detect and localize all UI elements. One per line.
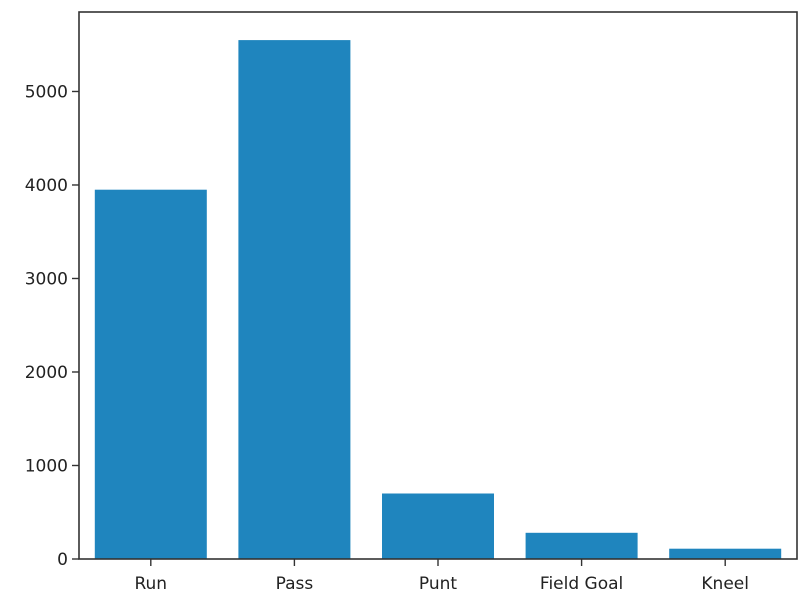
bar-run	[94, 189, 207, 559]
bars-group	[94, 40, 782, 560]
y-tick-label: 4000	[25, 176, 68, 196]
x-tick-label: Pass	[276, 574, 314, 594]
y-tick-label: 3000	[25, 269, 68, 289]
x-tick-label: Punt	[419, 574, 458, 594]
x-tick-label: Kneel	[701, 574, 749, 594]
x-tick-label: Field Goal	[540, 574, 623, 594]
y-tick-label: 2000	[25, 363, 68, 383]
x-tick-label: Run	[134, 574, 167, 594]
plot-frame	[78, 11, 798, 560]
y-tick-label: 1000	[25, 456, 68, 476]
bar-field-goal	[525, 532, 638, 559]
bar-pass	[238, 40, 351, 560]
bar-punt	[382, 493, 494, 559]
y-axis: 0 1000 2000 3000 4000 5000	[25, 82, 79, 570]
y-tick-label: 0	[57, 550, 68, 570]
bar-kneel	[669, 548, 782, 559]
x-axis: Run Pass Punt Field Goal Kneel	[134, 559, 749, 594]
y-tick-label: 5000	[25, 82, 68, 102]
